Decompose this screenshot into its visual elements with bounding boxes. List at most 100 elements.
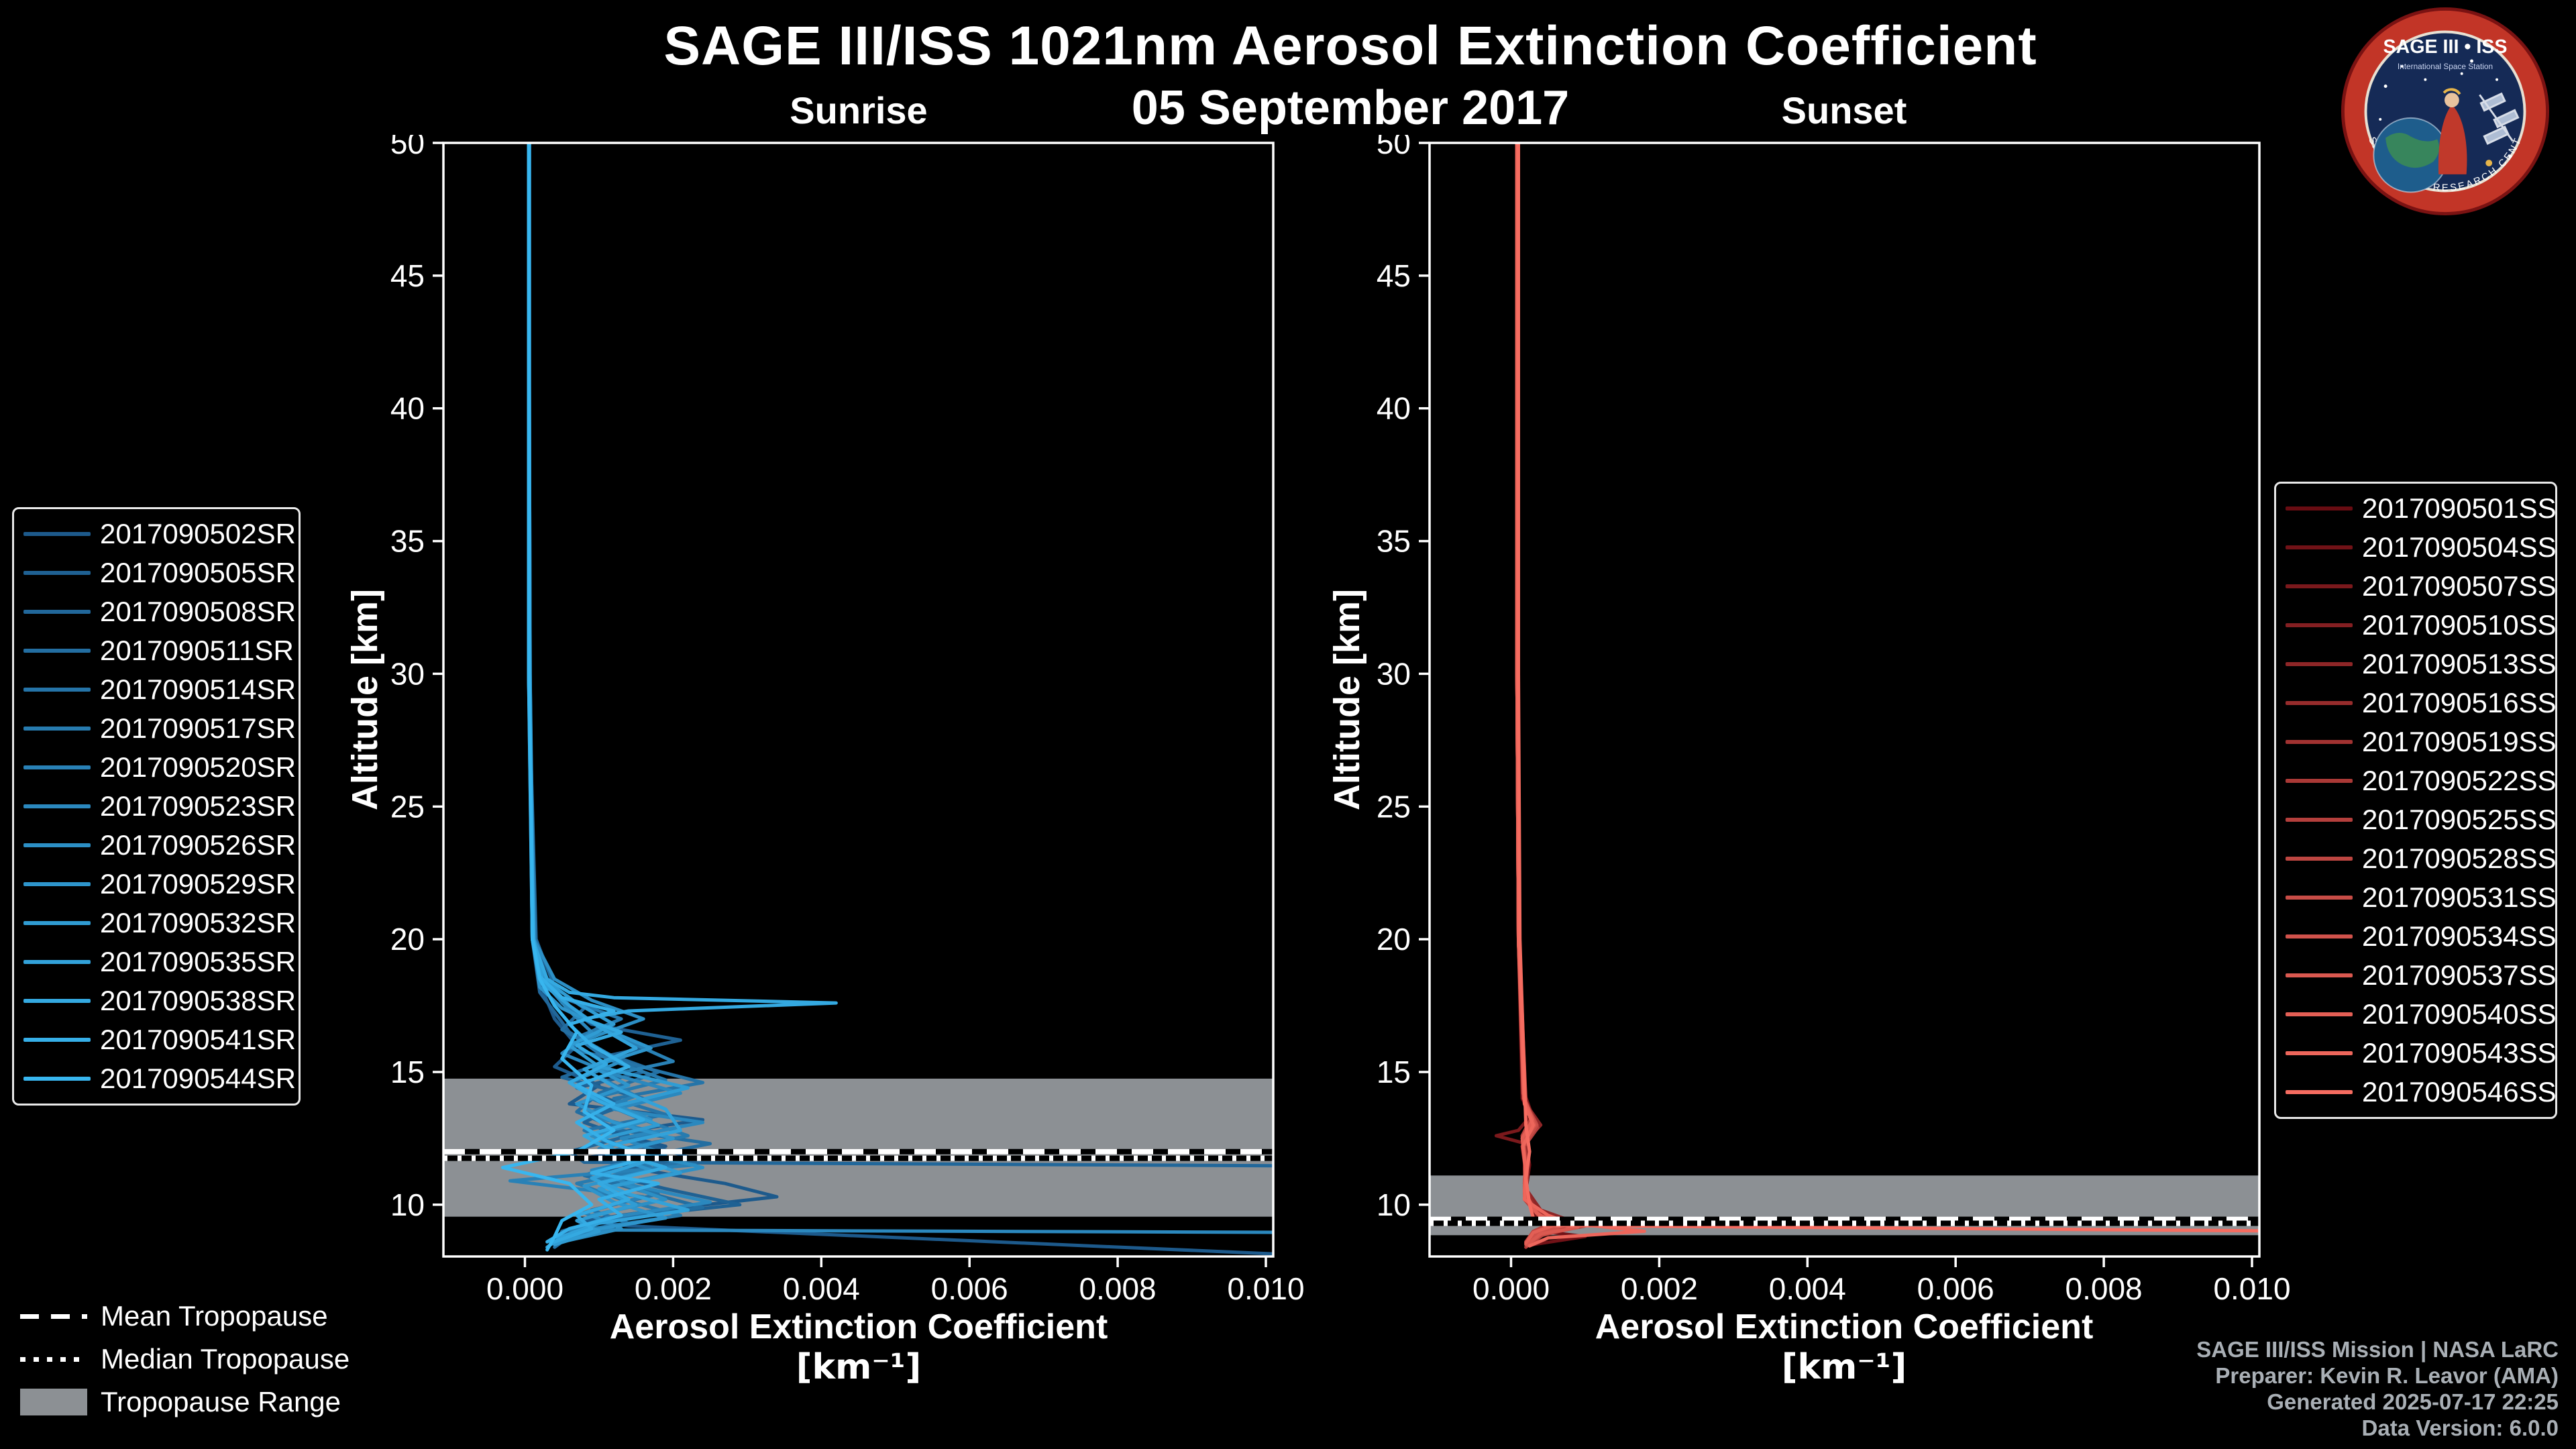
legend-item: 2017090541SR [14,1020,299,1059]
legend-item-label: 2017090508SR [100,596,296,627]
legend-line-sample [2286,1051,2353,1055]
x-tick-label: 0.008 [1079,1271,1157,1306]
legend-item: 2017090531SS [2276,878,2557,917]
legend-line-sample [2286,1012,2353,1016]
y-tick-label: 40 [390,391,425,426]
legend-line-sample [23,765,91,769]
legend-item: 2017090511SR [14,631,299,670]
legend-item: 2017090505SR [14,553,299,592]
legend-line-sample [2286,934,2353,938]
data-version-line: Data Version: 6.0.0 [2361,1415,2559,1440]
profile-line-2017090508SR [527,143,1273,1168]
gray-band-sample [20,1389,87,1415]
legend-item: 2017090520SR [14,748,299,787]
legend-line-sample [23,804,91,808]
y-tick-label: 35 [1377,524,1411,559]
legend-item: 2017090546SS [2276,1073,2557,1112]
legend-line-sample [2286,1090,2353,1094]
legend-item-label: 2017090517SR [100,712,296,744]
legend-line-sample [23,960,91,964]
y-tick-label: 45 [1377,258,1411,293]
profile-line-2017090529SR [527,143,675,1246]
y-tick-label: 25 [390,789,425,824]
legend-line-sample [23,843,91,847]
x-tick-label: 0.000 [1472,1271,1550,1306]
legend-item: 2017090507SS [2276,567,2557,606]
legend-line-sample [23,921,91,925]
legend-item: 2017090529SR [14,865,299,904]
date-subtitle: 05 September 2017 [1131,81,1570,135]
plot-svg-sunset: 0.000 0.002 0.004 0.006 0.008 0.010 10 15 20 25 30… [1377,125,2291,1306]
y-tick-label: 20 [390,922,425,957]
legend-item: 2017090508SR [14,592,299,631]
legend-item: 2017090528SS [2276,839,2557,878]
x-axis-label-text: Aerosol Extinction Coefficient [1595,1307,2094,1346]
legend-line-sample [23,532,91,536]
sunrise-legend: 2017090502SR 2017090505SR 2017090508SR 2017… [12,507,301,1106]
page-title: SAGE III/ISS 1021nm Aerosol Extinction C… [663,15,2037,76]
legend-item: 2017090519SS [2276,722,2557,761]
y-tick-label: 35 [390,524,425,559]
profile-line-2017090546SS [1517,143,2259,1233]
logo-planet-dot [2485,160,2493,166]
legend-line-sample [2286,506,2353,511]
figure-halo [2443,88,2461,95]
legend-item-label: 2017090532SR [100,907,296,938]
tropopause-range-label: Tropopause Range [101,1386,341,1417]
mean-tropopause-label: Mean Tropopause [101,1300,328,1332]
legend-item-label: 2017090526SR [100,829,296,861]
legend-item-label: 2017090514SR [100,674,296,705]
x-axis-unit: [km⁻¹] [1781,1347,1907,1387]
legend-item: 2017090510SS [2276,606,2557,645]
footer-credits: SAGE III/ISS Mission | NASA LaRC Prepare… [2196,1336,2559,1441]
legend-item-label: 2017090543SS [2362,1037,2557,1069]
legend-item-label: 2017090520SR [100,751,296,783]
profiles-group [1494,143,2259,1249]
x-tick-label: 0.006 [931,1271,1008,1306]
legend-line-sample [23,999,91,1003]
sage-iii-iss-mission-patch-logo: NASA LANGLEY RESEARCH CENTER SAGE III • … [2334,0,2551,217]
plot-frame [442,142,1275,1258]
y-tick-label: 15 [1377,1055,1411,1089]
legend-item-label: 2017090504SS [2362,531,2557,563]
x-tick-label: 0.010 [2213,1271,2290,1306]
legend-item-label: 2017090529SR [100,868,296,900]
sunset-legend: 2017090501SS 2017090504SS 2017090507SS 2017… [2274,482,2557,1119]
legend-item-label: 2017090516SS [2362,687,2557,718]
legend-item-label: 2017090531SS [2362,881,2557,913]
legend-item-label: 2017090510SS [2362,609,2557,641]
legend-item-label: 2017090544SR [100,1063,296,1094]
sunset-plot-area: 0.000 0.002 0.004 0.006 0.008 0.010 10 15 20 25 30… [1336,125,2315,1319]
x-tick-label: 0.000 [486,1271,564,1306]
legend-item: 2017090514SR [14,670,299,709]
y-tick-label: 20 [1377,922,1411,957]
legend-line-sample [2286,818,2353,822]
legend-item: 2017090501SS [2276,489,2557,528]
logo-svg: NASA LANGLEY RESEARCH CENTER SAGE III • … [2334,0,2550,216]
legend-item: 2017090522SS [2276,761,2557,800]
legend-item: 2017090517SR [14,709,299,748]
legend-item-label: 2017090535SR [100,946,296,977]
legend-line-sample [2286,701,2353,705]
robed-figure [2438,105,2467,174]
legend-item-label: 2017090525SS [2362,804,2557,835]
profile-line-2017090544SR [500,143,616,1252]
plot-frame [1428,142,2261,1258]
legend-item-label: 2017090507SS [2362,570,2557,602]
legend-line-sample [23,688,91,692]
tropopause-legend: Mean Tropopause Median Tropopause Tropop… [20,1300,350,1418]
x-tick-label: 0.002 [1621,1271,1698,1306]
legend-item: 2017090502SR [14,515,299,553]
legend-line-sample [2286,545,2353,549]
profile-line-2017090541SR [527,143,660,1244]
legend-line-sample [2286,662,2353,666]
legend-item: 2017090534SS [2276,917,2557,956]
legend-item-label: 2017090502SR [100,518,296,549]
legend-item-label: 2017090511SR [100,635,294,666]
legend-item-label: 2017090541SR [100,1024,296,1055]
legend-item-label: 2017090538SR [100,985,296,1016]
legend-line-sample [2286,896,2353,900]
legend-item: 2017090504SS [2276,528,2557,567]
legend-item: 2017090516SS [2276,684,2557,722]
x-tick-label: 0.006 [1917,1271,1994,1306]
